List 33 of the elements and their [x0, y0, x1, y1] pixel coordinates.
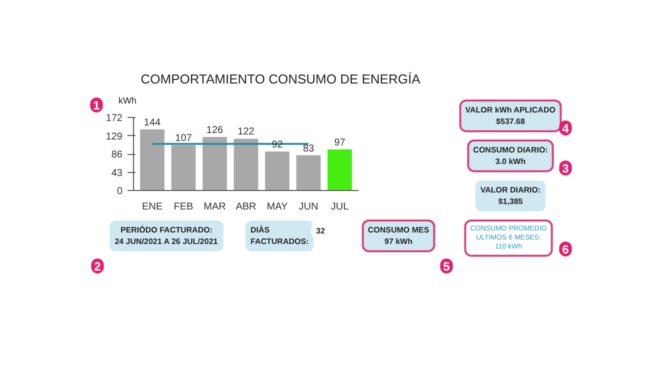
data-label: 122 [238, 126, 255, 138]
data-label: 107 [175, 133, 192, 144]
data-label: 83 [302, 143, 314, 154]
text: VALOR kWh APLICADO $537.68 [465, 106, 556, 126]
y-tick-label: 0 [116, 186, 123, 197]
x-tick-label: JUN [298, 202, 318, 212]
x-tick-label: JUL [330, 202, 350, 212]
text: 6 [562, 242, 570, 256]
text: 1 [93, 98, 100, 112]
y-tick-label: 86 [111, 150, 123, 160]
text: CONSUMO MES 97 kWh [368, 226, 430, 246]
text: 3 [562, 162, 570, 176]
y-tick-label: 172 [106, 113, 123, 124]
x-tick-label: ABR [236, 202, 256, 212]
text: 5 [443, 260, 450, 274]
data-label: 126 [206, 125, 224, 136]
x-tick-label: FEB [174, 202, 194, 212]
text: DIÀS FACTURADOS: [250, 224, 309, 246]
text: PERIÒDO FACTURADO: 24 JUN/2021 A 26 JUL/2021 [114, 224, 218, 246]
text: 2 [94, 260, 102, 274]
text: 4 [562, 122, 570, 136]
data-label: 97 [334, 137, 346, 148]
text: CONSUMO DIARIO: 3.0 kWh [473, 146, 548, 166]
y-axis-title: kWh [118, 96, 136, 106]
x-tick-label: ENE [142, 202, 163, 212]
data-label: 144 [144, 117, 162, 128]
y-tick-label: 129 [106, 131, 123, 142]
x-tick-label: MAY [266, 202, 288, 212]
text: VALOR DIARIO: $1,385 [480, 186, 541, 206]
y-tick-label: 43 [111, 168, 123, 179]
x-tick-label: MAR [204, 202, 226, 212]
chart-title: COMPORTAMIENTO CONSUMO DE ENERGÍA [140, 72, 421, 86]
text: 32 [316, 226, 326, 236]
